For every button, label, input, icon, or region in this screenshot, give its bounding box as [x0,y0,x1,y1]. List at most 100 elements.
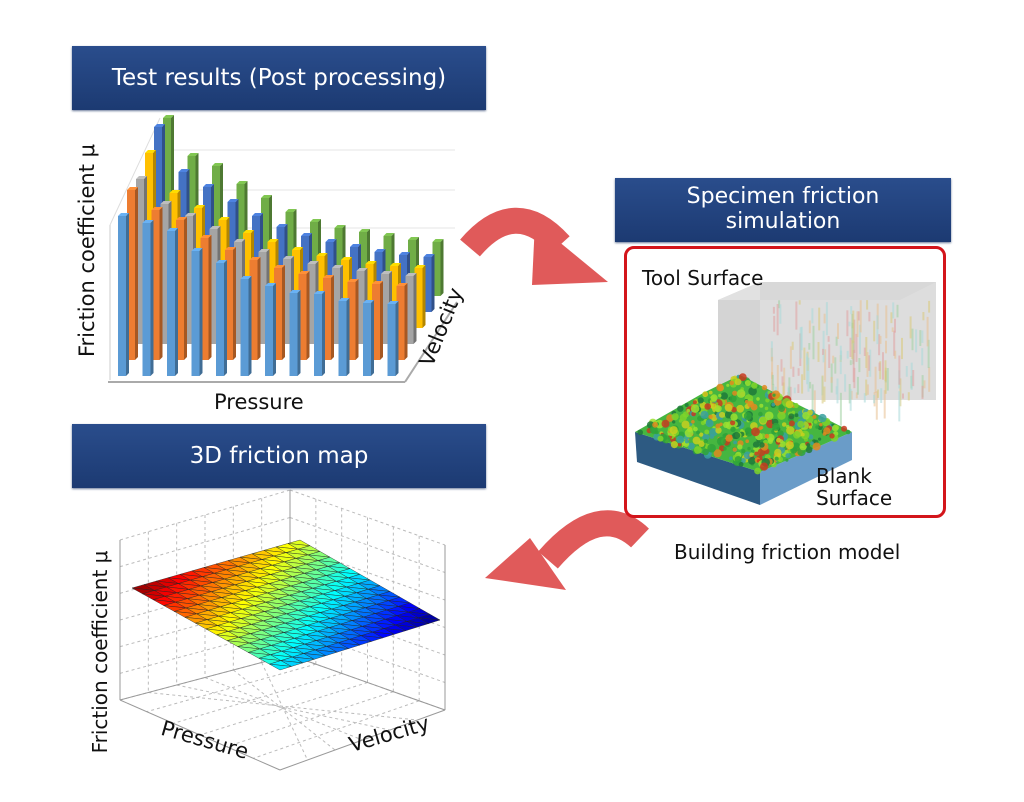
tool-texture-streak [788,377,791,398]
bar-side [159,207,163,360]
bar-top [292,247,303,250]
tool-texture-streak [821,375,824,404]
blank-surface-texture [637,373,851,475]
simulation-caption: Building friction model [674,540,901,564]
bar [258,252,267,344]
blank-texture-dot [777,456,783,463]
tool-texture-streak [789,346,792,369]
tool-texture-streak [922,312,925,321]
grid-line [204,677,363,741]
simulation-title-line1: Specimen friction [686,184,880,209]
tool-texture-streak [880,388,883,403]
bar-top [178,169,190,172]
blank-texture-dot [729,395,737,403]
bar [285,212,294,296]
bar-top [218,217,230,220]
blank-texture-dot [754,451,759,456]
tool-texture-streak [894,318,896,333]
blank-texture-dot [730,413,738,421]
simulation-title-line2: simulation [725,209,841,234]
blank-texture-dot [715,423,721,429]
tool-texture-streak [869,349,872,377]
tool-texture-streak [801,374,804,394]
blank-texture-dot [670,441,679,449]
bar-side [355,279,359,360]
arrow-to-simulation [460,207,608,285]
bar-top [252,213,263,216]
blank-texture-dot [734,378,742,386]
tool-texture-streak [863,393,866,403]
bar-side [135,187,138,360]
blank-texture-dot [829,433,835,439]
blank-texture-dot [765,398,770,403]
tool-texture-streak [844,374,847,392]
bar-side [257,257,261,360]
tool-texture-streak [885,305,888,339]
tool-texture-streak [883,390,886,419]
blank-texture-dot [793,431,801,439]
tool-texture-streak [866,352,869,377]
grid-line [119,699,281,771]
bar-top [381,271,392,274]
blank-texture-dot [785,441,794,450]
blank-texture-dot [771,390,781,400]
bar-side [208,235,212,360]
tool-texture-streak [866,384,869,395]
surface-facet [349,639,372,646]
tool-surface-label: Tool Surface [642,266,764,290]
bar-top [127,187,138,190]
blank-texture-dot [710,394,718,402]
blank-texture-dot [697,397,704,404]
tool-texture-streak [856,376,859,395]
blank-texture-dot [744,380,751,386]
tool-texture-streak [878,362,881,371]
tool-texture-streak [837,323,839,339]
tool-surface-texture [770,300,931,426]
blank-texture-dot [786,426,795,435]
tool-texture-streak [896,304,899,318]
tool-texture-streak [865,379,868,396]
surface-facet [280,660,303,667]
blank-texture-dot [693,426,698,432]
blank-texture-dot [749,452,754,457]
tool-texture-streak [877,389,879,398]
bar [432,242,441,296]
tool-texture-streak [799,327,802,359]
bar-top [154,124,165,127]
blank-texture-dot [740,457,746,464]
blank-texture-dot [797,420,805,428]
test-results-header: Test results (Post processing) [72,46,486,110]
tool-texture-streak [835,336,838,346]
tool-texture-streak [873,320,876,342]
blank-texture-dot [788,420,795,427]
blank-texture-dot [637,429,643,436]
blank-texture-dot [764,411,774,421]
tool-texture-streak [849,388,852,411]
blank-texture-dot [751,449,755,454]
blank-texture-dot [802,411,810,420]
tool-texture-streak [874,366,877,393]
tool-texture-streak [856,311,859,338]
blank-texture-dot [805,446,813,454]
blank-texture-dot [729,380,735,386]
bar-top [163,115,174,118]
blank-texture-dot [748,456,756,465]
tool-texture-streak [927,339,930,368]
bar-top [136,176,147,179]
bar [390,266,398,328]
blank-texture-dot [699,432,704,437]
surface-facet [372,631,395,639]
tool-texture-streak [792,366,795,377]
bar-top [216,260,227,263]
blank-texture-dot [764,406,769,411]
bar-top [432,239,444,242]
bar [363,303,371,376]
tool-texture-streak [892,302,895,319]
tool-texture-streak [797,368,800,376]
blank-texture-dot [776,437,781,443]
bar [381,274,389,344]
surface-facet [338,642,361,649]
bar-side [306,271,310,360]
bar-top [314,291,325,294]
simulation-frame [624,246,946,518]
